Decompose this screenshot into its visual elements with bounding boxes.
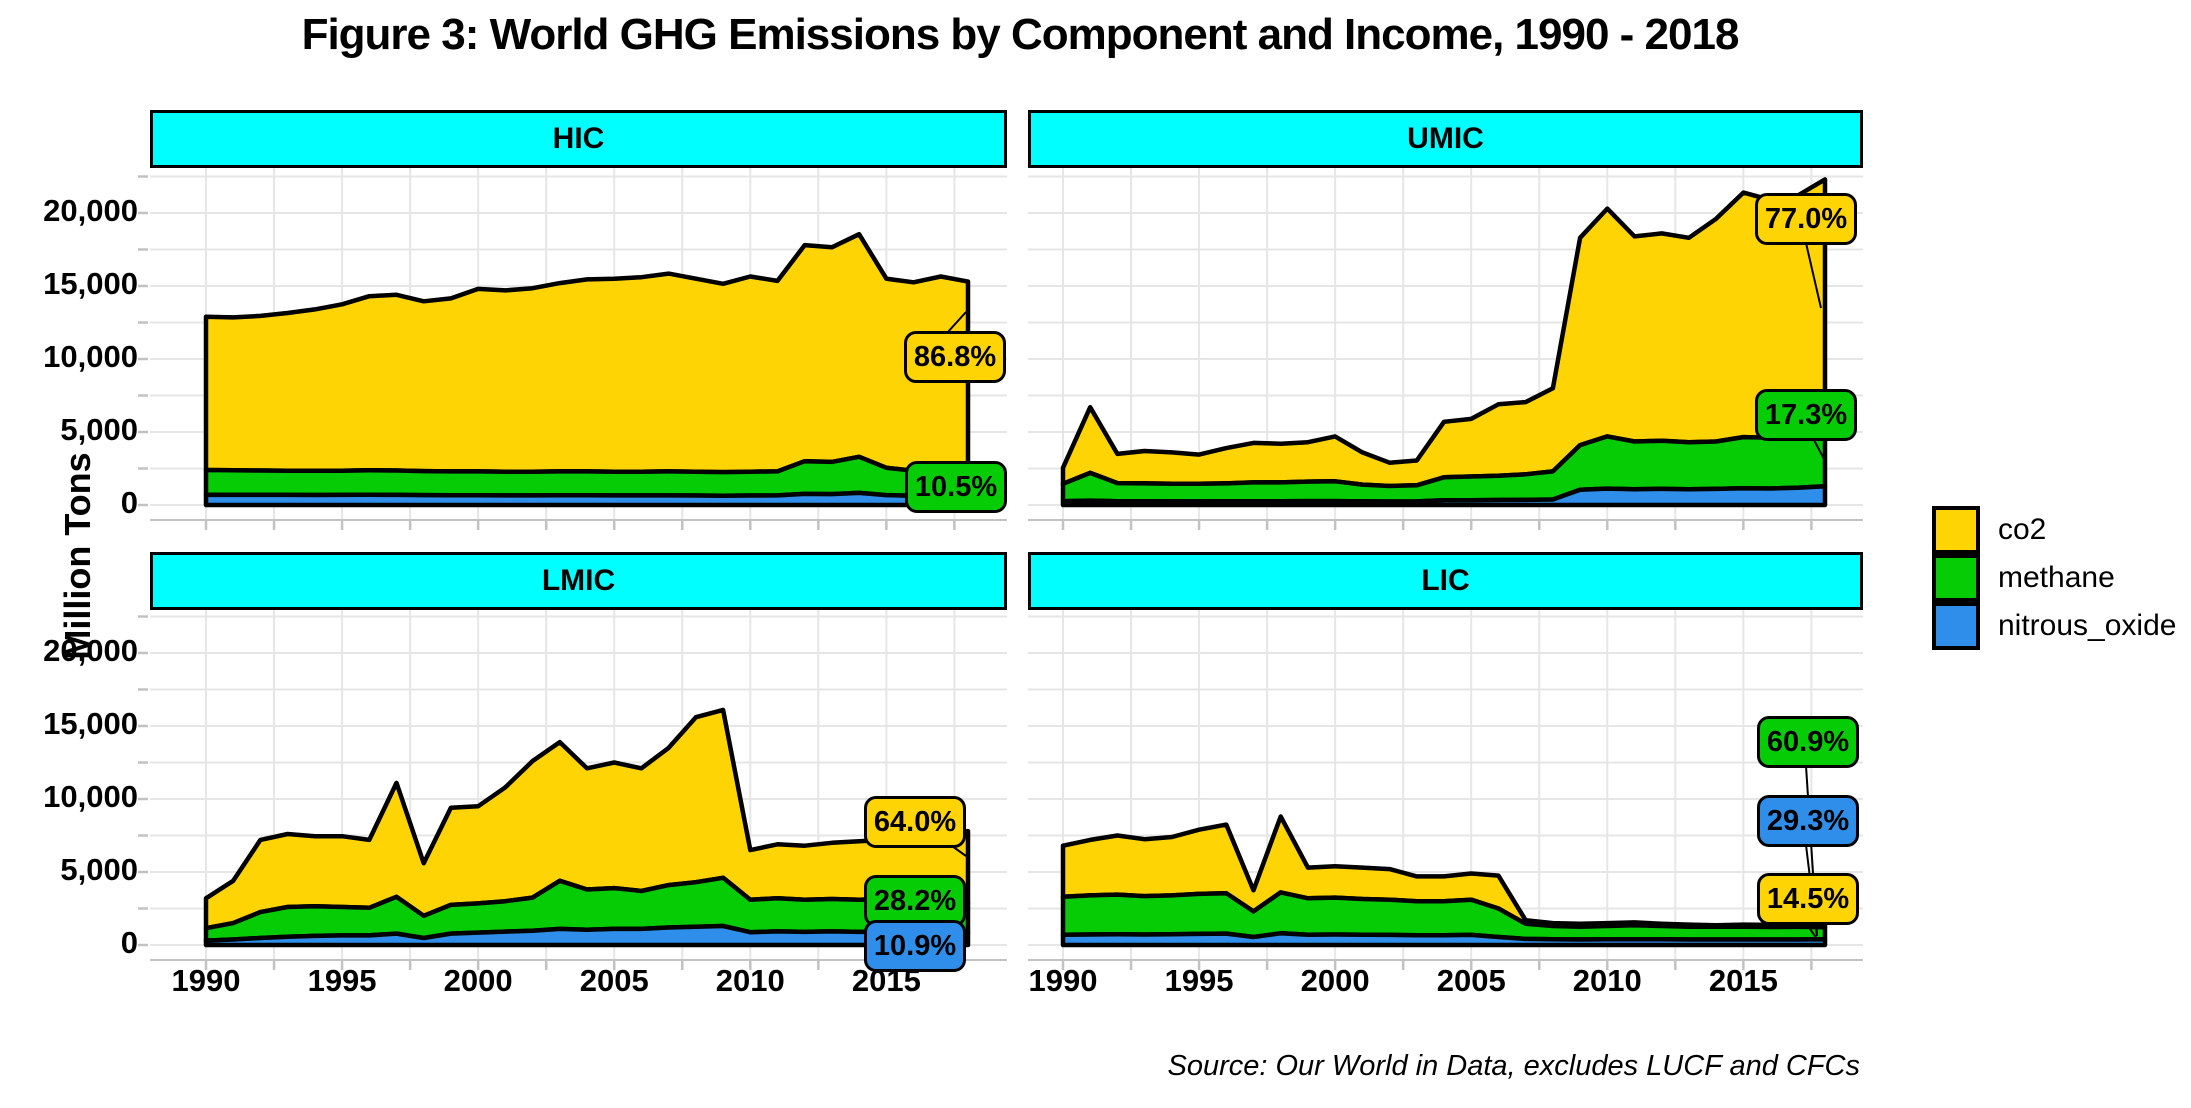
pct-label-lmic-co2: 64.0% (864, 796, 966, 848)
y-tick-label: 0 (120, 925, 138, 960)
y-tick-label: 5,000 (60, 412, 138, 447)
facet-strip-lmic: LMIC (150, 552, 1007, 610)
legend-item-nitrous-oxide: nitrous_oxide (1932, 602, 2176, 650)
x-tick-label: 2005 (579, 963, 649, 998)
legend-item-co2: co2 (1932, 506, 2176, 554)
y-tick-label: 10,000 (43, 339, 138, 374)
pct-label-lic-co2: 14.5% (1757, 873, 1859, 925)
x-tick-label: 2015 (1708, 963, 1778, 998)
x-tick-label: 1995 (307, 963, 377, 998)
source-note: Source: Our World in Data, excludes LUCF… (1167, 1050, 1860, 1082)
pct-label-hic-co2: 86.8% (904, 331, 1006, 383)
legend: co2 methane nitrous_oxide (1932, 506, 2176, 650)
y-tick-label: 20,000 (43, 633, 138, 668)
x-tick-label: 2005 (1436, 963, 1506, 998)
nitrous-oxide-swatch-icon (1932, 602, 1980, 650)
y-tick-label: 5,000 (60, 852, 138, 887)
facet-strip-lic-label: LIC (1421, 564, 1470, 597)
y-tick-label: 0 (120, 485, 138, 520)
y-tick-label: 20,000 (43, 193, 138, 228)
x-tick-label: 2000 (443, 963, 513, 998)
panel-lmic (138, 610, 1007, 970)
y-tick-label: 15,000 (43, 266, 138, 301)
x-tick-label: 2000 (1300, 963, 1370, 998)
panel-umic (1028, 168, 1863, 530)
panel-lic (1028, 610, 1863, 970)
pct-label-umic-co2: 77.0% (1755, 193, 1857, 245)
pct-label-umic-methane: 17.3% (1755, 389, 1857, 441)
x-tick-label: 2010 (1572, 963, 1642, 998)
facet-strip-lic: LIC (1028, 552, 1863, 610)
legend-label-co2: co2 (1998, 513, 2047, 546)
x-tick-label: 2010 (715, 963, 785, 998)
pct-label-lic-methane: 60.9% (1757, 716, 1859, 768)
facet-strip-umic: UMIC (1028, 110, 1863, 168)
y-tick-label: 10,000 (43, 779, 138, 814)
panel-hic (138, 168, 1007, 530)
pct-label-lic-nitrous_oxide: 29.3% (1757, 795, 1859, 847)
facet-strip-hic-label: HIC (552, 122, 605, 155)
y-tick-label: 15,000 (43, 706, 138, 741)
x-tick-label: 1990 (1028, 963, 1098, 998)
x-tick-label: 1995 (1164, 963, 1234, 998)
pct-label-lmic-nitrous_oxide: 10.9% (864, 920, 966, 972)
x-tick-label: 1990 (171, 963, 241, 998)
legend-label-nitrous-oxide: nitrous_oxide (1998, 609, 2177, 642)
facet-strip-lmic-label: LMIC (541, 564, 616, 597)
facet-strip-umic-label: UMIC (1407, 122, 1484, 155)
pct-label-hic-methane: 10.5% (905, 461, 1007, 513)
x-tick-label: 2015 (851, 963, 921, 998)
chart-title: Figure 3: World GHG Emissions by Compone… (301, 10, 1740, 59)
legend-label-methane: methane (1998, 561, 2115, 594)
methane-swatch-icon (1932, 554, 1980, 602)
co2-swatch-icon (1932, 506, 1980, 554)
legend-item-methane: methane (1932, 554, 2176, 602)
facet-strip-hic: HIC (150, 110, 1007, 168)
